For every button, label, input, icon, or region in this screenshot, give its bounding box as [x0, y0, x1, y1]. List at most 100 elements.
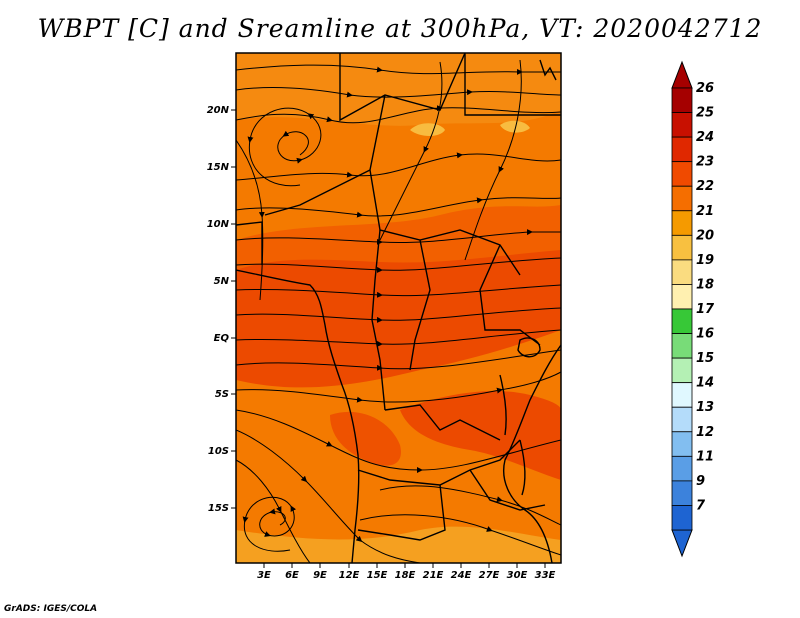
colorbar-label: 7 [696, 498, 706, 513]
lon-label: 3E [257, 570, 271, 581]
wbpt-20-contour-spot [410, 123, 445, 136]
colorbar-label: 15 [696, 351, 714, 366]
colorbar-label: 14 [696, 376, 714, 391]
lat-label: 10N [207, 219, 230, 230]
lon-tick-12E: 12E [339, 563, 360, 581]
streamline [236, 409, 561, 474]
streamline [379, 485, 561, 526]
coastline-west-africa [236, 269, 360, 563]
lon-tick-9E: 9E [313, 563, 327, 581]
colorbar-segment [671, 308, 693, 334]
streamline [236, 371, 561, 403]
lat-tick-10N: 10N [207, 219, 236, 230]
colorbar-segment [671, 357, 693, 384]
country-borders [236, 53, 561, 563]
colorbar-segment [671, 505, 693, 531]
lon-label: 21E [423, 570, 444, 581]
streamline [236, 329, 561, 347]
border-line [479, 244, 541, 346]
lat-label: 15S [208, 503, 229, 514]
colorbar-label: 23 [696, 155, 714, 170]
colorbar-label: 24 [696, 130, 714, 145]
colorbar-segment [671, 234, 693, 261]
lake-tanganyika [499, 374, 507, 436]
lon-label: 30E [507, 570, 528, 581]
lon-label: 15E [367, 570, 388, 581]
coastline-east-africa [503, 344, 561, 563]
colorbar-tip-top [671, 60, 693, 89]
lat-label: 5N [214, 276, 230, 287]
lon-tick-30E: 30E [507, 563, 528, 581]
streamline [236, 307, 561, 323]
colorbar-label: 9 [696, 474, 705, 489]
lon-tick-18E: 18E [395, 563, 416, 581]
streamline [236, 105, 561, 124]
colorbar-segment [671, 136, 693, 163]
streamline [464, 59, 522, 261]
colorbar-segment [671, 406, 693, 433]
lat-tick-EQ: EQ [214, 333, 236, 344]
streamline [236, 229, 561, 245]
colorbar-label: 20 [696, 228, 714, 243]
lat-label: 5S [215, 389, 229, 400]
border-line [236, 221, 263, 265]
lat-label: 10S [208, 446, 229, 457]
colorbar-segment [671, 431, 693, 457]
wbpt-24-contour-southeast [400, 390, 561, 480]
lon-label: 12E [339, 570, 360, 581]
colorbar-segment [671, 112, 693, 138]
lat-ticks: 20N 15N 10N 5N EQ 5S 10S 15S [207, 105, 236, 514]
colorbar-label: 25 [696, 106, 714, 121]
lon-tick-21E: 21E [423, 563, 444, 581]
streamlines [236, 59, 561, 563]
lat-tick-15N: 15N [207, 162, 236, 173]
lon-label: 6E [285, 570, 299, 581]
colorbar-label: 11 [696, 449, 714, 464]
streamline [236, 139, 265, 301]
colorbar-labels: 26 25 24 23 22 21 20 19 18 17 16 15 14 13 12 11 9 7 [696, 81, 715, 513]
border-line [464, 53, 561, 116]
colorbar-segment [671, 210, 693, 236]
lon-tick-3E: 3E [257, 563, 271, 581]
colorbar-label: 26 [696, 81, 714, 96]
colorbar-tip-bottom [671, 529, 693, 558]
lat-tick-5N: 5N [214, 276, 236, 287]
border-line [469, 469, 546, 511]
lat-tick-5S: 5S [215, 389, 236, 400]
colorbar-segment [671, 185, 693, 212]
border-line [357, 439, 521, 486]
colorbar-label: 17 [696, 302, 715, 317]
lon-tick-33E: 33E [535, 563, 556, 581]
lon-label: 24E [451, 570, 472, 581]
streamline [236, 284, 561, 298]
streamline [236, 152, 561, 181]
colorbar-label: 19 [696, 253, 714, 268]
streamline [359, 514, 561, 556]
lon-ticks: 3E 6E 9E 12E 15E 18E 21E 24E 27E 30E 33E [257, 563, 556, 581]
streamline [236, 87, 561, 98]
colorbar-segment [671, 382, 693, 408]
lake-malawi [519, 439, 526, 496]
colorbar-segment [671, 480, 693, 506]
lat-label: EQ [214, 333, 230, 344]
colorbar-segment [671, 161, 693, 187]
lon-tick-6E: 6E [285, 563, 299, 581]
border-line [539, 59, 557, 81]
grads-credit: GrADS: IGES/COLA [4, 604, 98, 614]
colorbar-segment [671, 87, 693, 113]
lon-label: 27E [479, 570, 500, 581]
colorbar-label: 21 [696, 204, 714, 219]
streamline [236, 197, 561, 218]
lat-tick-15S: 15S [208, 503, 236, 514]
colorbar-segments [671, 87, 693, 531]
colorbar-segment [671, 259, 693, 285]
lat-tick-10S: 10S [208, 446, 236, 457]
lon-label: 9E [313, 570, 327, 581]
colorbar-segment [671, 455, 693, 482]
streamline [242, 496, 297, 552]
colorbar-label: 13 [696, 400, 714, 415]
streamline [247, 107, 322, 187]
border-line [371, 229, 386, 411]
map-frame [235, 52, 562, 564]
